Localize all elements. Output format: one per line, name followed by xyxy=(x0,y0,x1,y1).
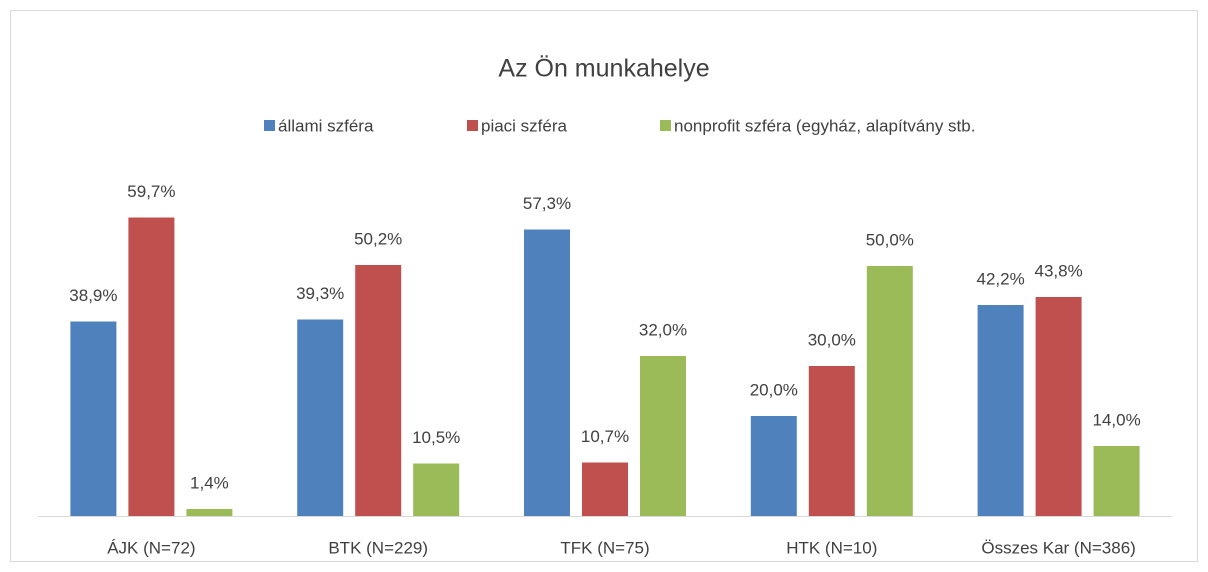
bar xyxy=(1093,446,1140,516)
x-tick-label: TFK (N=75) xyxy=(560,538,649,557)
legend-label: állami szféra xyxy=(278,116,374,135)
bar xyxy=(640,356,686,516)
bar xyxy=(297,319,344,516)
bar xyxy=(866,266,913,516)
data-label: 42,2% xyxy=(976,269,1024,288)
legend-label: piaci szféra xyxy=(481,116,568,135)
bar xyxy=(413,463,460,516)
bar xyxy=(524,229,570,516)
x-tick-label: Összes Kar (N=386) xyxy=(981,538,1135,557)
data-label: 10,7% xyxy=(581,427,629,446)
bar xyxy=(70,321,117,516)
data-label: 10,5% xyxy=(412,428,460,447)
data-label: 43,8% xyxy=(1034,261,1082,280)
legend-swatch xyxy=(264,120,275,131)
bar xyxy=(582,462,628,516)
x-tick-label: ÁJK (N=72) xyxy=(107,538,195,557)
data-label: 14,0% xyxy=(1092,410,1140,429)
data-label: 50,0% xyxy=(866,230,914,249)
data-label: 59,7% xyxy=(127,182,175,201)
bar xyxy=(186,509,233,516)
data-label: 39,3% xyxy=(296,284,344,303)
legend-label: nonprofit szféra (egyház, alapítvány stb… xyxy=(674,116,975,135)
data-label: 32,0% xyxy=(639,320,687,339)
chart-title: Az Ön munkahelye xyxy=(498,55,709,83)
data-label: 20,0% xyxy=(750,380,798,399)
legend-swatch xyxy=(660,120,671,131)
data-label: 38,9% xyxy=(69,286,117,305)
x-tick-label: BTK (N=229) xyxy=(328,538,428,557)
bar xyxy=(355,265,402,516)
data-label: 1,4% xyxy=(190,473,229,492)
data-label: 57,3% xyxy=(523,194,571,213)
data-label: 30,0% xyxy=(808,330,856,349)
bar xyxy=(808,366,855,516)
bar xyxy=(750,416,797,516)
bar xyxy=(977,305,1024,516)
x-tick-label: HTK (N=10) xyxy=(786,538,877,557)
bar xyxy=(1035,297,1082,516)
data-label: 50,2% xyxy=(354,229,402,248)
bar xyxy=(128,217,175,516)
legend-swatch xyxy=(467,120,478,131)
